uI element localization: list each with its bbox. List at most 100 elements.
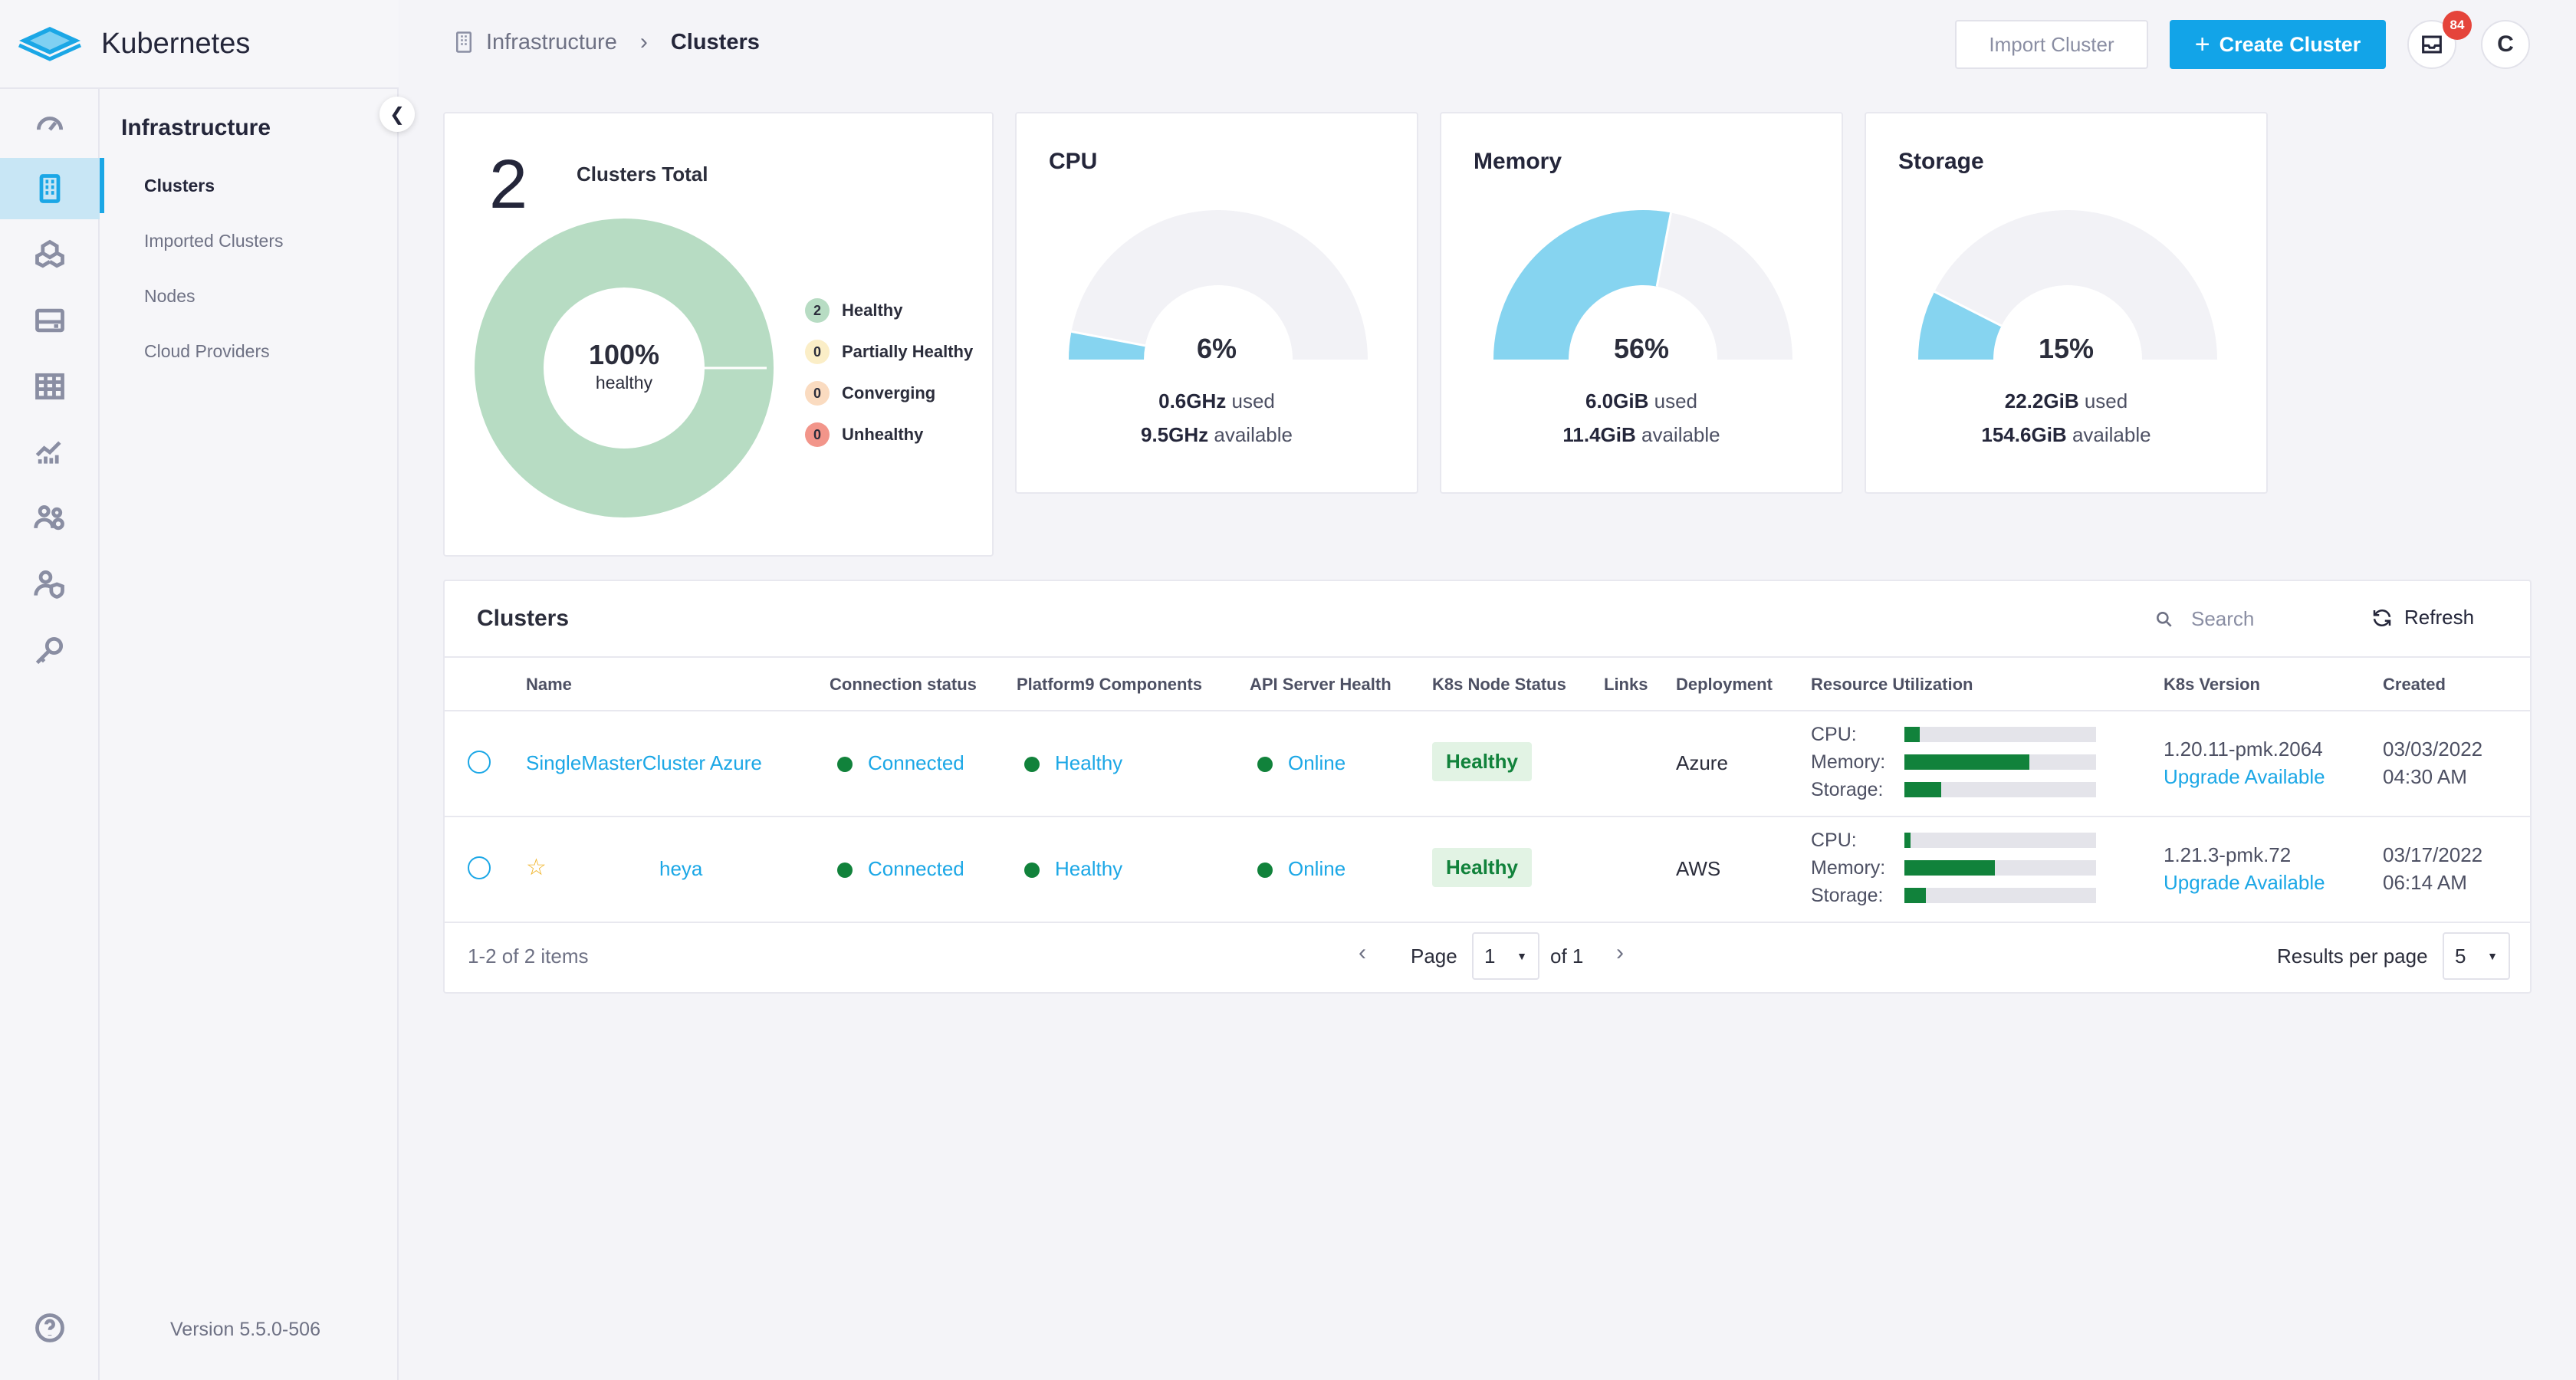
column-header-connection[interactable]: Connection status <box>830 675 977 694</box>
page-of-label: of 1 <box>1550 945 1584 968</box>
users-settings-icon[interactable] <box>0 488 100 549</box>
api-key-icon[interactable] <box>0 619 100 681</box>
storage-label: Storage: <box>1811 885 1884 906</box>
storage-usage-bar <box>1904 888 2096 903</box>
user-shield-icon[interactable] <box>0 554 100 615</box>
column-header-resource-utilization[interactable]: Resource Utilization <box>1811 675 1973 694</box>
app-brand[interactable]: Kubernetes <box>0 0 399 89</box>
star-icon[interactable]: ☆ <box>526 855 547 880</box>
create-cluster-button[interactable]: + Create Cluster <box>2170 20 2386 69</box>
gauge-used-line: 0.6GHz used <box>1017 389 1417 413</box>
import-cluster-button[interactable]: Import Cluster <box>1955 20 2148 69</box>
gauge-available-line: 154.6GiB available <box>1866 423 2266 447</box>
cpu-label: CPU: <box>1811 724 1857 745</box>
storage-icon[interactable] <box>0 290 100 351</box>
caret-down-icon: ▼ <box>1516 950 1527 962</box>
deployment-value: Azure <box>1676 751 1728 774</box>
legend-item-unhealthy: 0 Unhealthy <box>805 414 973 455</box>
node-status-badge: Healthy <box>1432 742 1532 781</box>
gauge-title: Memory <box>1474 149 1562 174</box>
subnav-item-cloud-providers[interactable]: Cloud Providers <box>144 340 270 361</box>
apps-cubes-icon[interactable] <box>0 224 100 285</box>
user-avatar[interactable]: C <box>2481 20 2530 69</box>
gauge-available-value: 9.5GHz <box>1140 423 1209 446</box>
notification-count-badge: 84 <box>2443 11 2472 40</box>
refresh-icon <box>2373 609 2391 626</box>
cpu-gauge-card: CPU 6% 0.6GHz used 9.5GHz available <box>1015 112 1418 494</box>
components-status: Healthy <box>1024 751 1122 775</box>
chevron-left-icon: ‹ <box>1359 940 1366 965</box>
memory-usage-bar <box>1904 754 2096 770</box>
legend-count-badge: 0 <box>805 422 830 447</box>
cpu-label: CPU: <box>1811 830 1857 851</box>
gauge-fill <box>1493 210 1671 360</box>
cpu-usage-bar <box>1904 833 2096 848</box>
gauge-divider <box>1071 330 1145 347</box>
table-grid-icon[interactable] <box>0 356 100 417</box>
plus-icon: + <box>2194 29 2210 59</box>
created-date: 03/17/2022 <box>2383 843 2483 866</box>
dashboard-icon[interactable] <box>0 92 100 153</box>
refresh-button[interactable]: Refresh <box>2371 606 2474 629</box>
breadcrumb-parent[interactable]: Infrastructure <box>486 29 617 54</box>
legend-label: Healthy <box>842 301 903 320</box>
per-page-value: 5 <box>2455 944 2466 968</box>
upgrade-available-link[interactable]: Upgrade Available <box>2164 871 2325 894</box>
subnav-item-clusters[interactable]: Clusters <box>100 158 397 213</box>
divider <box>445 656 2530 658</box>
k8s-version: 1.20.11-pmk.2064 <box>2164 738 2323 761</box>
version-label: Version 5.5.0-506 <box>170 1319 320 1340</box>
clusters-total-count: 2 <box>489 146 528 223</box>
gauge-used-word: used <box>1654 389 1697 412</box>
column-header-deployment[interactable]: Deployment <box>1676 675 1773 694</box>
legend-count-badge: 2 <box>805 298 830 323</box>
column-header-name[interactable]: Name <box>526 675 572 694</box>
storage-gauge-chart <box>1918 210 2217 360</box>
divider <box>445 922 2530 923</box>
gauge-divider <box>1934 291 2003 327</box>
gauge-fill <box>1918 291 2002 360</box>
building-icon <box>456 31 472 53</box>
subnav-item-imported-clusters[interactable]: Imported Clusters <box>144 230 284 251</box>
column-header-node-status[interactable]: K8s Node Status <box>1432 675 1566 694</box>
help-icon[interactable] <box>0 1297 100 1359</box>
api-server-status-text: Online <box>1288 751 1346 774</box>
gauge-used-line: 6.0GiB used <box>1441 389 1842 413</box>
usage-bar-fill <box>1904 888 1926 903</box>
gauge-percent: 15% <box>2038 333 2095 364</box>
clusters-table-card: Clusters Search Refresh Name Connection … <box>443 580 2532 994</box>
cpu-gauge-chart <box>1069 210 1368 360</box>
row-select-radio[interactable] <box>468 751 491 774</box>
memory-gauge-card: Memory 56% 6.0GiB used 11.4GiB available <box>1440 112 1843 494</box>
column-header-k8s-version[interactable]: K8s Version <box>2164 675 2260 694</box>
row-select-radio[interactable] <box>468 856 491 879</box>
clusters-summary-card: 2 Clusters Total 100% healthy 2 Healthy 0… <box>443 112 994 557</box>
table-title: Clusters <box>477 606 570 631</box>
results-per-page-select[interactable]: 5 ▼ <box>2443 932 2510 980</box>
column-header-links[interactable]: Links <box>1604 675 1648 694</box>
monitoring-icon[interactable] <box>0 422 100 483</box>
gauge-percent: 56% <box>1613 333 1670 364</box>
cluster-name-link[interactable]: SingleMasterCluster Azure <box>526 751 762 774</box>
infrastructure-icon[interactable] <box>0 158 100 219</box>
column-header-api-health[interactable]: API Server Health <box>1250 675 1392 694</box>
gauge-used-word: used <box>1231 389 1275 412</box>
legend-count-badge: 0 <box>805 340 830 364</box>
health-percent: 100% <box>588 339 660 370</box>
subnav-item-nodes[interactable]: Nodes <box>144 285 196 306</box>
column-header-components[interactable]: Platform9 Components <box>1017 675 1203 694</box>
search-icon <box>2157 611 2172 627</box>
legend-item-converging: 0 Converging <box>805 373 973 414</box>
cluster-name-link[interactable]: heya <box>659 857 703 880</box>
connection-status: Connected <box>837 751 964 775</box>
prev-page-button[interactable]: ‹ <box>1359 940 1366 966</box>
page-select[interactable]: 1 ▼ <box>1472 932 1539 980</box>
upgrade-available-link[interactable]: Upgrade Available <box>2164 765 2325 788</box>
collapse-nav-button[interactable]: ❮ <box>380 97 415 132</box>
gauge-fill <box>1069 331 1145 360</box>
search-input[interactable]: Search <box>2154 607 2254 631</box>
gauge-available-line: 9.5GHz available <box>1017 423 1417 447</box>
column-header-created[interactable]: Created <box>2383 675 2446 694</box>
api-server-status: Online <box>1257 857 1346 881</box>
next-page-button[interactable]: › <box>1616 940 1624 966</box>
